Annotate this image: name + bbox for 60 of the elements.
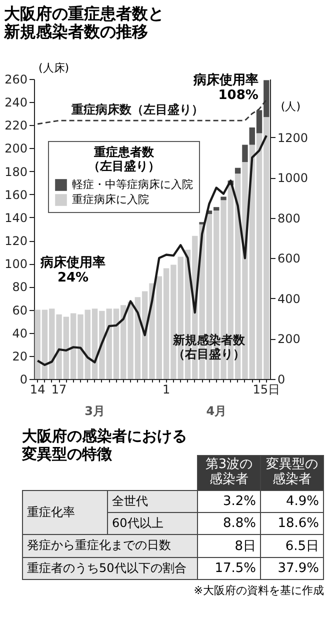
y2-axis-title: (人) [280,100,300,113]
legend-label: 重症病床に入院 [72,193,149,206]
text: 重症者のうち50代以下の割合 [22,557,198,580]
y-tick-label: 0 [20,372,28,386]
y-tick-label: 100 [4,257,28,272]
text: 4月 [206,404,227,418]
text: 37.9% [260,557,324,580]
bar [234,168,241,174]
x-tick-label: 14 [30,382,46,396]
text: 新規感染者数（右目盛り） [172,333,246,361]
text: 18.6% [260,512,324,534]
bar [242,144,248,162]
text: ※大阪府の資料を基に作成 [192,582,324,598]
y2-tick-label: 1200 [278,130,308,145]
y-tick-label: 260 [4,72,28,86]
y-tick-label: 220 [4,118,28,133]
annotation: 病床使用率 24% [40,254,106,286]
text: 60代以上 [108,512,198,534]
text: 4.9% [260,490,324,512]
y-tick-label: 20 [12,349,28,364]
y-tick-label: 60 [12,303,28,318]
text: 8.8% [198,512,260,534]
text: 3月 [84,404,105,418]
y-tick-label: 180 [4,164,28,179]
text: 3.2% [198,490,260,512]
text: 17.5% [198,557,260,580]
text: 第3波の感染者 [198,456,260,490]
y2-tick-label: 1000 [278,171,308,186]
line-series [36,99,268,125]
annotation: 病床使用率 108% [192,72,258,104]
y2-tick-label: 200 [278,332,300,346]
y-tick-label: 40 [12,326,28,340]
text: 重症化率 [22,490,108,534]
y-tick-label: 160 [4,188,28,202]
y2-tick-label: 0 [278,372,286,386]
y2-tick-label: 600 [278,252,300,266]
series-label: 重症病床数（左目盛り） [70,102,204,117]
y-tick-label: 140 [4,210,28,225]
bar [220,196,226,200]
x-tick-label: 17 [51,382,67,396]
y-axis-title: (人床) [38,62,70,74]
y-tick-label: 120 [4,234,28,248]
x-tick-label: 1 [162,382,170,396]
line-series [36,134,268,366]
text: 8日 [198,534,260,558]
y-tick-label: 80 [12,280,28,294]
y-tick-label: 240 [4,96,28,110]
text: 全世代 [108,490,198,512]
text: 大阪府の感染者における変異型の特徴 [22,427,188,463]
text: 6.5日 [260,534,324,558]
legend-title: 重症患者数（左目盛り） [88,145,160,173]
y-tick-label: 200 [4,142,28,156]
bar [214,207,220,211]
chart-title: 大阪府の重症患者数と新規感染者数の推移 [3,4,164,41]
y2-tick-label: 800 [278,211,300,226]
text: 発症から重症化までの日数 [22,534,198,558]
y2-tick-label: 400 [278,292,300,306]
text: 変異型の感染者 [260,456,324,490]
legend-label: 軽症・中等症病床に入院 [72,178,193,191]
x-tick-label: 15日 [252,382,280,396]
